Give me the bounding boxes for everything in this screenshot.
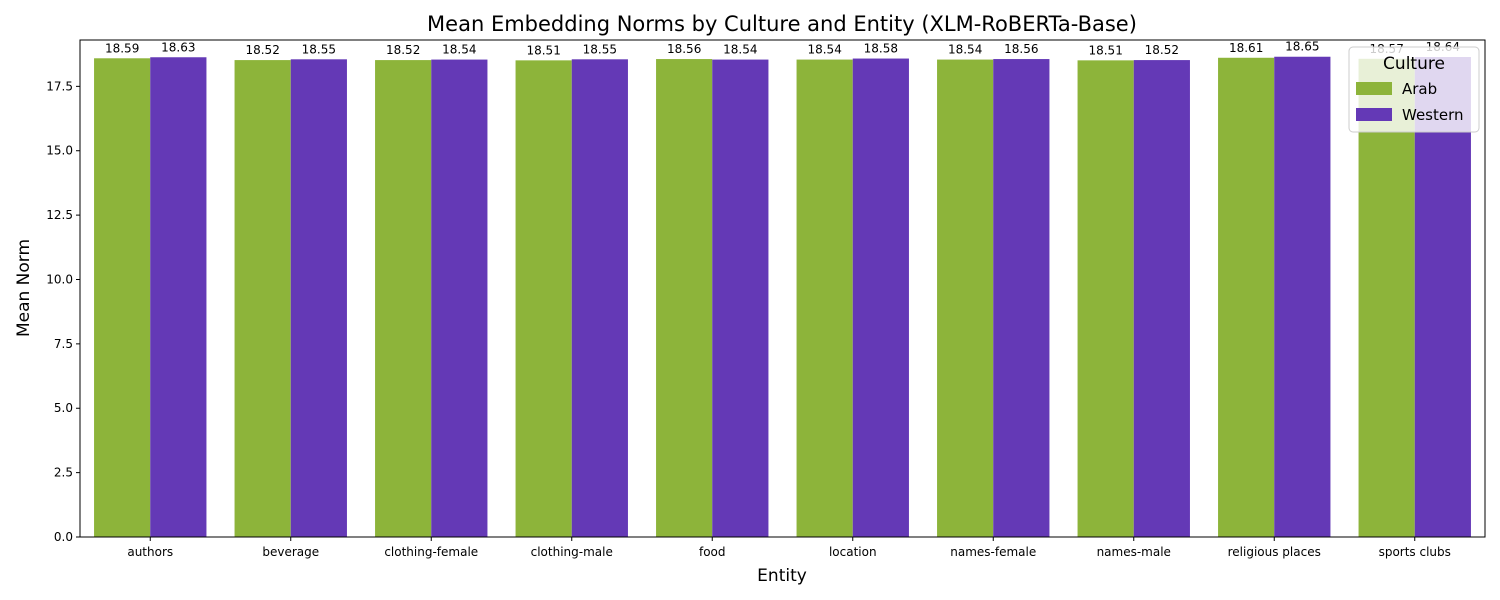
y-tick-label: 7.5: [54, 337, 73, 351]
data-label-western-clothing-male: 18.55: [583, 42, 617, 56]
bar-arab-location: [796, 59, 853, 537]
data-label-western-clothing-female: 18.54: [442, 43, 476, 57]
bar-arab-religious-places: [1218, 57, 1275, 537]
bar-arab-authors: [94, 58, 151, 538]
y-tick-label: 0.0: [54, 530, 73, 544]
bar-arab-food: [656, 59, 713, 537]
bar-arab-clothing-male: [515, 60, 572, 537]
x-tick-label: food: [699, 545, 726, 559]
x-tick-label: sports clubs: [1379, 545, 1451, 559]
data-label-arab-beverage: 18.52: [245, 43, 279, 57]
data-label-western-food: 18.54: [723, 43, 757, 57]
y-tick-label: 12.5: [46, 208, 73, 222]
data-label-western-religious-places: 18.65: [1285, 40, 1319, 54]
data-labels-layer: 18.59 18.63 18.52 18.55 18.52 18.54 18.51 18.55…: [105, 40, 1460, 58]
bar-western-clothing-male: [571, 59, 628, 537]
legend-swatch-arab: [1356, 82, 1392, 95]
y-axis-title: Mean Norm: [14, 239, 34, 337]
data-label-arab-names-male: 18.51: [1088, 43, 1122, 57]
bar-western-beverage: [290, 59, 347, 537]
x-tick-label: clothing-male: [531, 545, 613, 559]
data-label-arab-religious-places: 18.61: [1229, 41, 1263, 55]
x-tick-label: clothing-female: [384, 545, 478, 559]
chart-title: Mean Embedding Norms by Culture and Enti…: [427, 12, 1137, 36]
plot-frame: [79, 39, 1486, 538]
legend-label-arab: Arab: [1402, 80, 1437, 98]
bar-arab-names-female: [937, 59, 994, 537]
x-tick-label: names-male: [1097, 545, 1171, 559]
bar-western-sports-clubs: [1414, 56, 1471, 538]
x-tick-label: location: [829, 545, 877, 559]
data-label-western-names-female: 18.56: [1004, 42, 1038, 56]
data-label-western-location: 18.58: [864, 42, 898, 56]
x-tick-label: authors: [127, 545, 173, 559]
y-tick-label: 10.0: [46, 272, 73, 286]
data-label-arab-authors: 18.59: [105, 41, 139, 55]
data-label-western-beverage: 18.55: [302, 42, 336, 56]
legend-label-western: Western: [1402, 106, 1464, 124]
bar-western-authors: [150, 57, 207, 538]
data-label-western-authors: 18.63: [161, 40, 195, 54]
bar-western-clothing-female: [431, 59, 488, 537]
bar-arab-sports-clubs: [1358, 58, 1415, 537]
bar-western-food: [712, 59, 769, 537]
bar-arab-clothing-female: [375, 60, 432, 538]
x-axis-title: Entity: [757, 566, 807, 586]
x-tick-label: names-female: [950, 545, 1036, 559]
data-label-arab-food: 18.56: [667, 42, 701, 56]
bar-arab-names-male: [1077, 60, 1134, 537]
bar-arab-beverage: [234, 60, 291, 538]
x-tick-label: beverage: [262, 545, 319, 559]
bar-western-names-female: [993, 59, 1050, 537]
data-label-arab-names-female: 18.54: [948, 43, 982, 57]
data-label-arab-clothing-male: 18.51: [526, 43, 560, 57]
y-tick-label: 17.5: [46, 79, 73, 93]
y-tick-label: 5.0: [54, 401, 73, 415]
data-label-arab-location: 18.54: [807, 43, 841, 57]
bar-western-names-male: [1133, 60, 1190, 538]
legend-title: Culture: [1383, 54, 1445, 74]
data-label-arab-clothing-female: 18.52: [386, 43, 420, 57]
bars-layer: [94, 56, 1471, 538]
legend-items: Arab Western: [1356, 80, 1464, 124]
y-tick-label: 15.0: [46, 144, 73, 158]
axes-layer: authors beverage clothing-female clothing-m…: [46, 39, 1486, 559]
bar-western-location: [852, 58, 909, 538]
x-tick-label: religious places: [1228, 545, 1321, 559]
data-label-western-names-male: 18.52: [1145, 43, 1179, 57]
legend-swatch-western: [1356, 108, 1392, 121]
y-tick-label: 2.5: [54, 466, 73, 480]
bar-western-religious-places: [1274, 56, 1331, 537]
legend: Culture Arab Western: [1348, 46, 1480, 133]
